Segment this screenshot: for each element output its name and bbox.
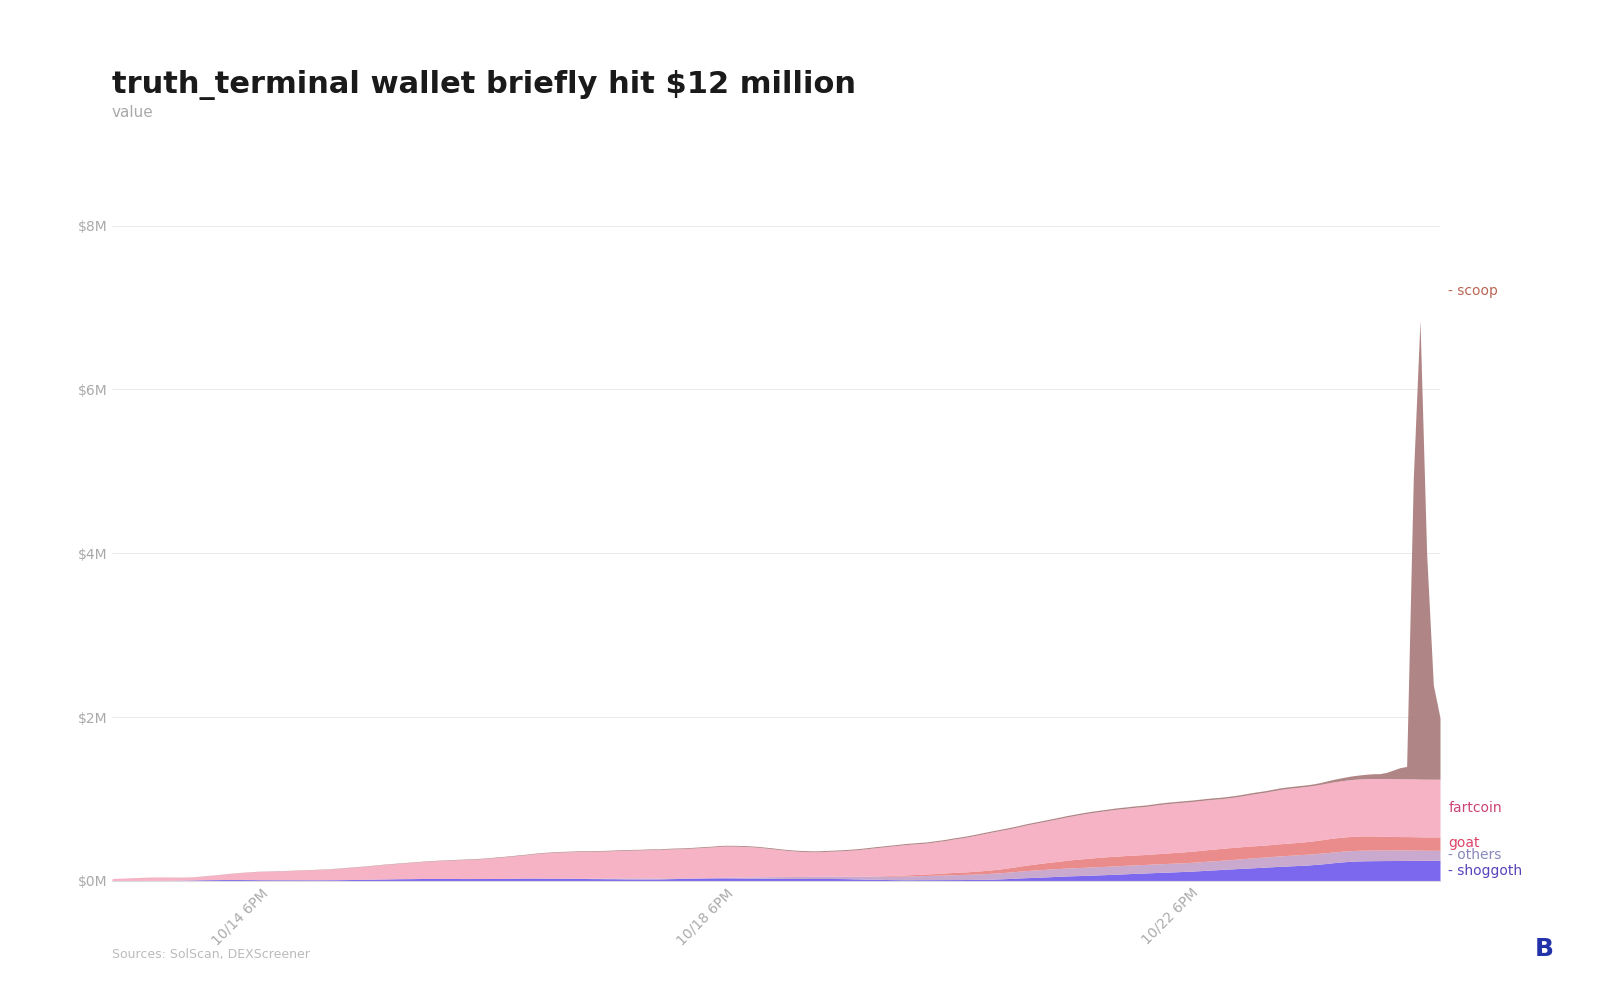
Text: Sources: SolScan, DEXScreener: Sources: SolScan, DEXScreener [112, 948, 310, 961]
Text: B: B [1534, 937, 1554, 961]
Text: fartcoin: fartcoin [1448, 801, 1502, 815]
Text: truth_terminal wallet briefly hit $12 million: truth_terminal wallet briefly hit $12 mi… [112, 70, 856, 100]
Text: - others: - others [1448, 848, 1502, 862]
Text: value: value [112, 105, 154, 120]
Text: goat: goat [1448, 837, 1480, 851]
Text: - shoggoth: - shoggoth [1448, 864, 1523, 878]
Text: - scoop: - scoop [1448, 284, 1498, 298]
